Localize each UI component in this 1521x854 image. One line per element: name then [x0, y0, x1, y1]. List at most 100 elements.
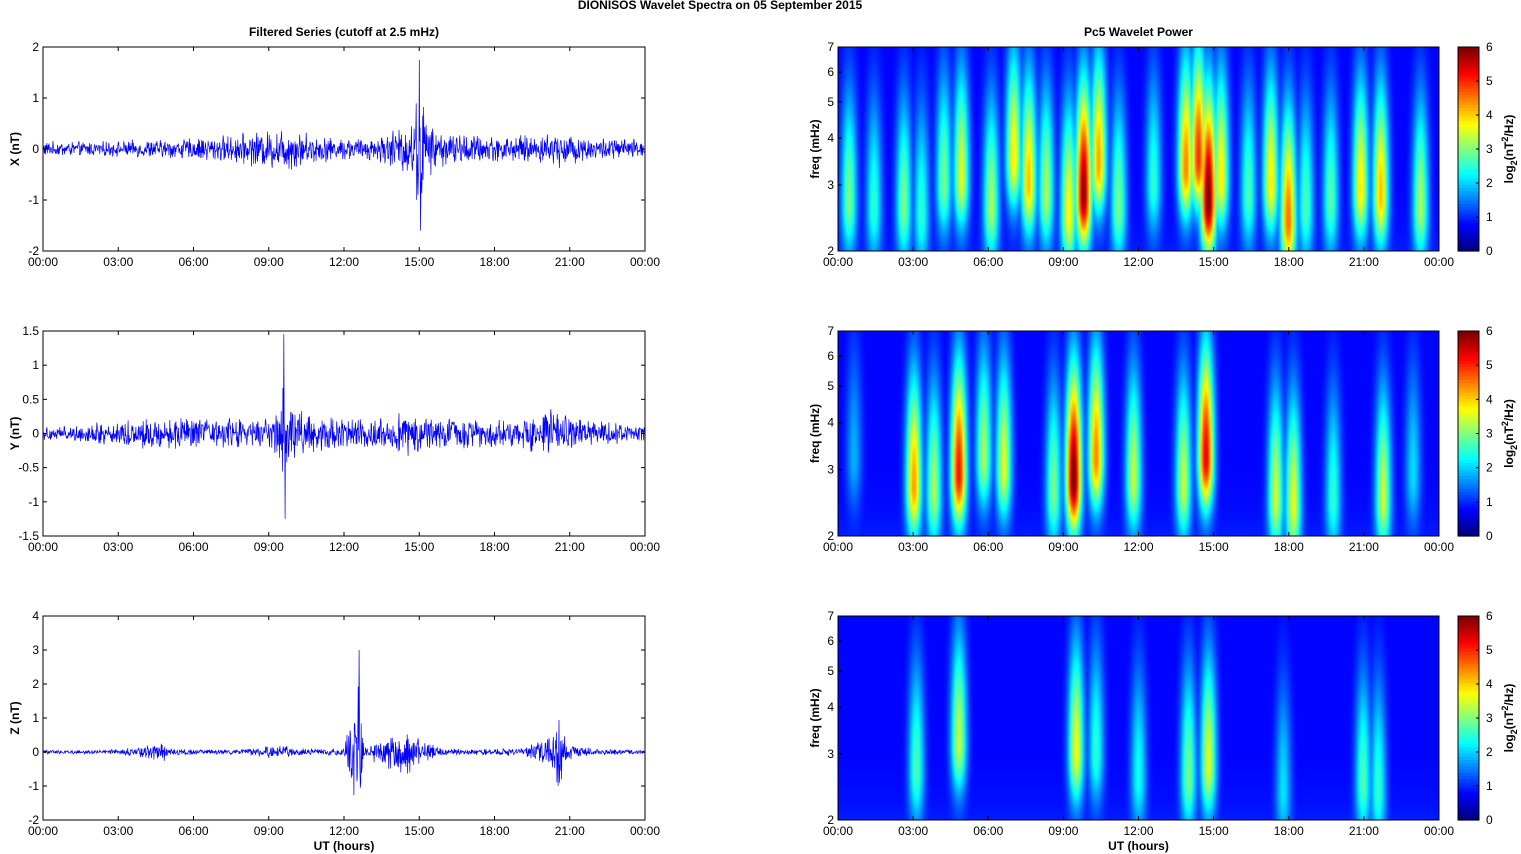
colorbar-swatch [1458, 69, 1479, 74]
colorbar-swatch [1458, 158, 1479, 163]
colorbar-swatch [1458, 164, 1479, 169]
x-tick-label: 03:00 [898, 255, 928, 269]
colorbar-tick-label: 5 [1486, 643, 1493, 657]
colorbar-swatch [1458, 654, 1479, 659]
colorbar-swatch [1458, 657, 1479, 662]
colorbar-swatch [1458, 439, 1479, 444]
colorbar-swatch [1458, 414, 1479, 419]
colorbar-swatch [1458, 225, 1479, 230]
colorbar-swatch [1458, 375, 1479, 380]
y-tick-label: -1 [28, 779, 39, 793]
x-tick-label: 09:00 [1048, 824, 1078, 838]
colorbar-swatch [1458, 733, 1479, 738]
x-tick-label: 03:00 [103, 824, 133, 838]
colorbar-swatch [1458, 168, 1479, 172]
figure-title: DIONISOS Wavelet Spectra on 05 September… [578, 0, 863, 12]
y-tick-label: 2 [827, 813, 834, 827]
colorbar-swatch [1458, 743, 1479, 748]
colorbar-swatch [1458, 417, 1479, 422]
x-tick-label: 09:00 [254, 255, 284, 269]
y-axis-label: freq (mHz) [808, 119, 822, 178]
colorbar-swatch [1458, 196, 1479, 201]
colorbar-swatch [1458, 641, 1479, 646]
x-tick-label: 12:00 [1123, 540, 1153, 554]
colorbar-tick-label: 1 [1486, 495, 1493, 509]
colorbar-swatch [1458, 331, 1479, 335]
colorbar-swatch [1458, 145, 1479, 150]
x-tick-label: 00:00 [823, 255, 853, 269]
y-tick-label: -0.5 [18, 461, 39, 475]
colorbar-swatch [1458, 136, 1479, 141]
x-tick-label: 21:00 [1349, 824, 1379, 838]
x-tick-label: 21:00 [1349, 255, 1379, 269]
colorbar-swatch [1458, 215, 1479, 220]
colorbar-swatch [1458, 66, 1479, 70]
x-tick-label: 18:00 [479, 540, 509, 554]
x-tick-label: 12:00 [1123, 255, 1153, 269]
colorbar-swatch [1458, 117, 1479, 121]
y-tick-label: 5 [827, 379, 834, 393]
colorbar-tick-label: 2 [1486, 461, 1493, 475]
colorbar-tick-label: 3 [1486, 711, 1493, 725]
series-line [42, 59, 646, 231]
colorbar-swatch [1458, 423, 1479, 428]
colorbar-swatch [1458, 816, 1479, 821]
colorbar-swatch [1458, 113, 1479, 118]
colorbar-swatch [1458, 433, 1479, 438]
x-tick-label: 03:00 [103, 540, 133, 554]
colorbar-tick-label: 6 [1486, 40, 1493, 54]
x-tick-label: 21:00 [555, 540, 585, 554]
y-tick-label: 4 [827, 131, 834, 145]
colorbar-swatch [1458, 686, 1479, 690]
x-tick-label: 00:00 [823, 824, 853, 838]
x-tick-label: 00:00 [1424, 540, 1454, 554]
y-tick-label: 1 [32, 91, 39, 105]
colorbar-swatch [1458, 772, 1479, 776]
colorbar-swatch [1458, 784, 1479, 789]
colorbar-swatch [1458, 184, 1479, 188]
colorbar-swatch [1458, 334, 1479, 339]
x-tick-label: 06:00 [178, 824, 208, 838]
x-tick-label: 15:00 [404, 824, 434, 838]
colorbar-swatch [1458, 174, 1479, 179]
x-tick-label: 18:00 [479, 255, 509, 269]
y-tick-label: 2 [827, 244, 834, 258]
colorbar-swatch [1458, 462, 1479, 467]
colorbar-swatch [1458, 730, 1479, 735]
colorbar-swatch [1458, 711, 1479, 716]
x-tick-label: 15:00 [404, 255, 434, 269]
colorbar-swatch [1458, 59, 1479, 64]
colorbar-swatch [1458, 152, 1479, 156]
y-tick-label: 0 [32, 142, 39, 156]
colorbar: 0 1 2 3 4 5 6 log2(nT2/Hz) [1457, 324, 1519, 543]
colorbar-swatch [1458, 382, 1479, 387]
colorbar-swatch [1458, 679, 1479, 684]
colorbar-swatch [1458, 443, 1479, 447]
colorbar-swatch [1458, 149, 1479, 153]
colorbar-swatch [1458, 110, 1479, 115]
colorbar-swatch [1458, 449, 1479, 454]
colorbar-swatch [1458, 337, 1479, 342]
y-tick-label: 3 [827, 463, 834, 477]
colorbar-swatch [1458, 503, 1479, 508]
colorbar-swatch [1458, 126, 1479, 131]
colorbar-swatch [1458, 209, 1479, 214]
colorbar-swatch [1458, 529, 1479, 534]
y-tick-label: 6 [827, 634, 834, 648]
colorbar-swatch [1458, 203, 1479, 207]
x-tick-label: 00:00 [28, 255, 58, 269]
y-tick-label: 2 [827, 529, 834, 543]
panel-title: Pc5 Wavelet Power [1084, 25, 1193, 39]
colorbar-swatch [1458, 810, 1479, 815]
colorbar-swatch [1458, 804, 1479, 808]
colorbar-swatch [1458, 222, 1479, 227]
colorbar-swatch [1458, 359, 1479, 364]
heatmap-panel: 2 3 4 5 6 7 freq (mHz) 00:00 03:00 06:00 09:00 12:0… [808, 324, 1519, 554]
x-tick-label: 18:00 [1274, 255, 1304, 269]
x-tick-label: 15:00 [404, 540, 434, 554]
colorbar-swatch [1458, 353, 1479, 358]
colorbar-swatch [1458, 78, 1479, 83]
colorbar-swatch [1458, 459, 1479, 463]
x-tick-label: 06:00 [973, 824, 1003, 838]
